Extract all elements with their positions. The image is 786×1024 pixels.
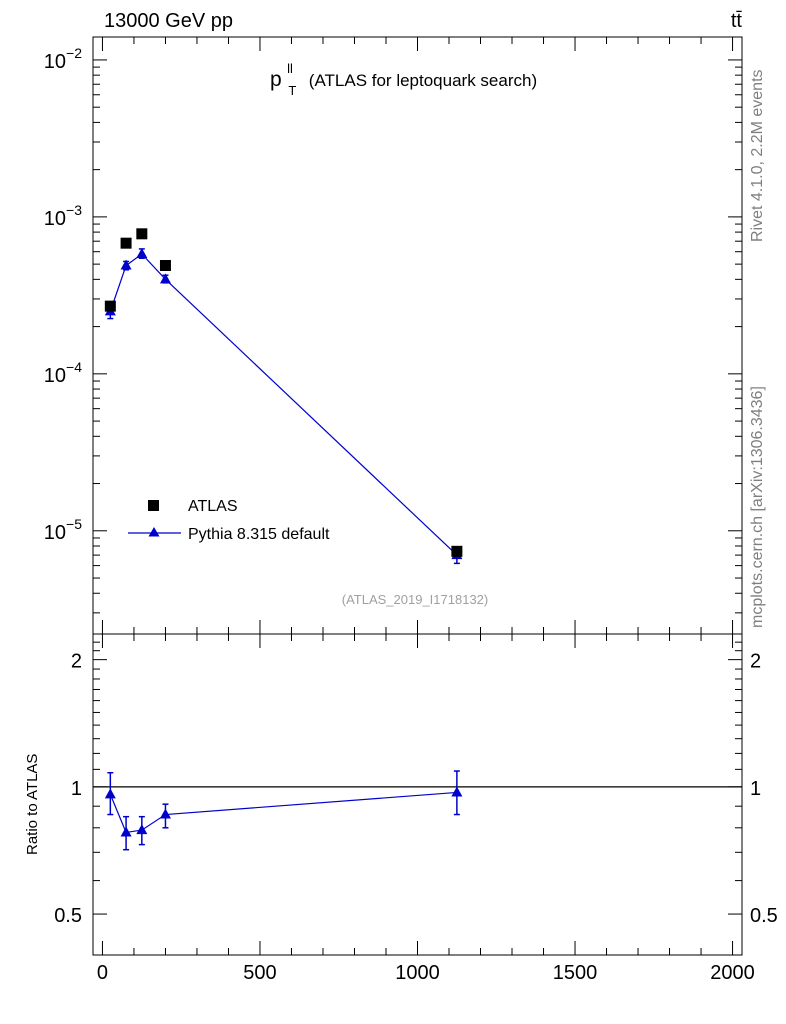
plot-title-text: (ATLAS for leptoquark search) [309,71,537,90]
process-label: tt̄ [731,10,743,32]
mc-series-line [109,253,458,556]
ratio-y-tick-label: 0.5 [54,905,82,927]
y-tick-exponent: −3 [66,202,82,218]
y-tick-exponent: −5 [66,516,82,532]
ratio-panel: 0 500 1000 1500 2000 0.5 0.5 1 1 2 2 [54,633,778,984]
x-tick-label: 1500 [553,962,598,984]
mc-point [120,259,132,270]
data-point [159,260,171,272]
x-tick-label: 2000 [710,962,755,984]
rivet-label: Rivet 4.1.0, 2.2M events [749,69,766,242]
data-point [451,545,463,557]
y-tick-exponent: −2 [66,45,82,61]
ratio-y-tick-label-right: 2 [750,651,761,673]
legend-mc-marker [148,527,160,537]
x-tick-label: 0 [97,962,108,984]
mc-point [159,273,171,284]
legend-mc-label: Pythia 8.315 default [188,526,330,543]
y-tick-mantissa: 10 [44,522,66,544]
legend-atlas-marker [148,500,159,511]
data-point [136,228,148,240]
y-tick-mantissa: 10 [44,51,66,73]
y-tick-mantissa: 10 [44,365,66,387]
ratio-y-tick-label: 1 [71,778,82,800]
legend-atlas-label: ATLAS [188,498,238,515]
ratio-series-line [109,791,457,834]
y-tick-label: 10−2 [44,45,82,73]
ratio-point [159,808,171,819]
mc-point [136,248,148,259]
main-panel: 10−210−310−410−5 [44,36,743,635]
ratio-y-tick-label-right: 1 [750,778,761,800]
ratio-point [451,786,463,797]
ratio-y-tick-label-right: 0.5 [750,905,778,927]
ratio-ylabel: Ratio to ATLAS [24,754,41,855]
ratio-point [136,824,148,835]
y-tick-mantissa: 10 [44,208,66,230]
data-point [120,237,132,249]
y-tick-exponent: −4 [66,359,82,375]
ratio-point [120,826,132,837]
ratio-frame [92,633,743,956]
y-tick-label: 10−5 [44,516,82,544]
plot-title-subscript: T [288,83,296,98]
plot-title: p ll T (ATLAS for leptoquark search) [270,60,537,99]
x-tick-label: 500 [243,962,276,984]
analysis-id: (ATLAS_2019_I1718132) [342,592,488,607]
x-tick-label: 1000 [395,962,440,984]
mcplots-label: mcplots.cern.ch [arXiv:1306.3436] [749,386,766,628]
main-frame [92,36,743,635]
y-tick-label: 10−3 [44,202,82,230]
plot-title-superscript: ll [287,61,293,76]
ratio-y-tick-label: 2 [71,651,82,673]
plot-title-symbol: p [270,68,282,91]
legend: ATLAS Pythia 8.315 default [128,498,330,543]
ratio-point [104,788,116,799]
y-tick-label: 10−4 [44,359,82,387]
energy-label: 13000 GeV pp [104,10,233,32]
data-point [104,300,116,312]
